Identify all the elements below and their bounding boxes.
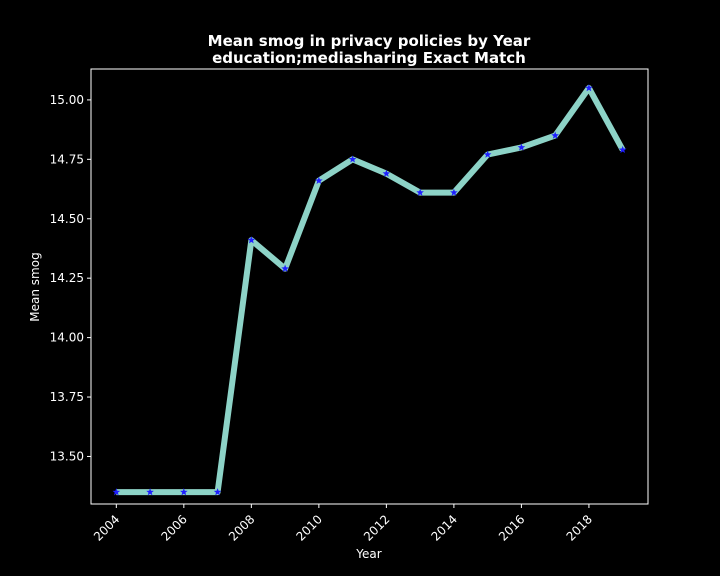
x-tick-label: 2010 <box>293 512 324 543</box>
data-point-star-icon <box>416 188 424 196</box>
x-tick-label: 2016 <box>496 512 527 543</box>
data-point-star-icon <box>180 488 188 496</box>
data-point-star-icon <box>618 145 627 154</box>
series-layer <box>112 84 627 496</box>
plot-frame <box>90 68 649 505</box>
chart-title: Mean smog in privacy policies by Year <box>208 32 531 50</box>
x-axis: 2004 2006 2008 2010 2012 2014 2016 2018 <box>91 504 595 544</box>
data-point-star-icon <box>382 169 391 177</box>
data-point-star-icon <box>213 488 222 496</box>
y-tick-label: 14.00 <box>50 331 84 345</box>
y-axis-label: Mean smog <box>28 252 42 321</box>
data-point-star-icon <box>517 143 526 151</box>
x-tick-label: 2018 <box>564 512 595 543</box>
data-point-star-icon <box>585 84 593 92</box>
data-point-star-icon <box>146 488 154 496</box>
data-point-star-icon <box>483 150 492 158</box>
data-point-star-icon <box>281 264 289 272</box>
y-tick-label: 14.75 <box>50 152 84 166</box>
x-tick-label: 2012 <box>361 512 392 543</box>
data-point-star-icon <box>348 155 357 163</box>
x-tick-label: 2014 <box>429 512 460 543</box>
x-tick-label: 2008 <box>226 512 257 543</box>
y-tick-label: 14.50 <box>50 212 84 226</box>
y-tick-label: 13.50 <box>50 449 84 463</box>
data-point-star-icon <box>551 131 559 139</box>
series-line <box>116 85 626 496</box>
data-point-star-icon <box>112 488 121 496</box>
data-point-star-icon <box>247 236 256 244</box>
y-axis: 13.50 13.75 14.00 14.25 14.50 14.75 15.00 <box>50 93 91 463</box>
chart-subtitle: education;mediasharing Exact Match <box>212 49 526 67</box>
data-point-star-icon <box>315 176 323 184</box>
y-tick-label: 15.00 <box>50 93 84 107</box>
y-tick-label: 13.75 <box>50 390 84 404</box>
x-axis-label: Year <box>355 547 381 561</box>
x-tick-label: 2006 <box>158 512 189 543</box>
y-tick-label: 14.25 <box>50 271 84 285</box>
data-point-star-icon <box>450 188 458 196</box>
x-tick-label: 2004 <box>91 512 122 543</box>
